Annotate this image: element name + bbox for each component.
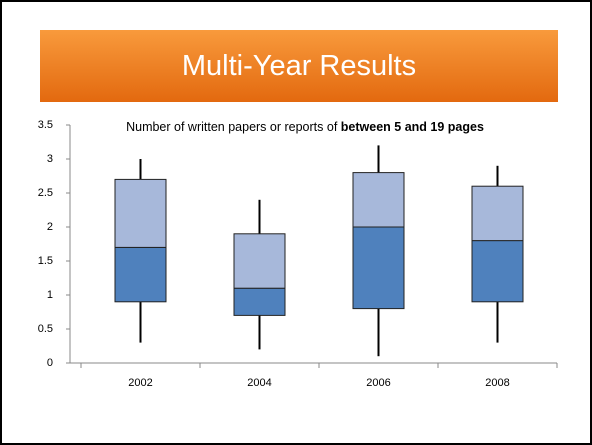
box-lower <box>114 246 167 303</box>
box-lower <box>352 226 405 310</box>
slide-title: Multi-Year Results <box>181 49 417 82</box>
y-tick-label: 2 <box>47 221 53 233</box>
y-tick-label: 3 <box>47 153 53 165</box>
chart-title-plain: Number of written papers or reports of <box>126 120 341 134</box>
x-tick-label: 2008 <box>485 377 509 389</box>
box-upper <box>352 172 405 228</box>
box-upper <box>471 185 524 242</box>
y-tick-label: 0 <box>47 357 53 369</box>
x-tick-label: 2002 <box>128 377 152 389</box>
x-tick-label: 2006 <box>366 377 390 389</box>
box-upper <box>233 233 286 289</box>
y-tick-label: 2.5 <box>38 187 53 199</box>
box-lower <box>471 240 524 303</box>
box-upper <box>114 178 167 248</box>
y-tick-label: 3.5 <box>38 119 53 131</box>
box-lower <box>233 287 286 316</box>
y-tick-label: 0.5 <box>38 323 53 335</box>
chart-title: Number of written papers or reports of b… <box>100 119 510 136</box>
y-tick-label: 1 <box>47 289 53 301</box>
x-tick-label: 2004 <box>247 377 271 389</box>
title-banner: Multi-Year Results <box>40 30 558 102</box>
y-tick-label: 1.5 <box>38 255 53 267</box>
chart-title-bold: between 5 and 19 pages <box>340 120 484 134</box>
